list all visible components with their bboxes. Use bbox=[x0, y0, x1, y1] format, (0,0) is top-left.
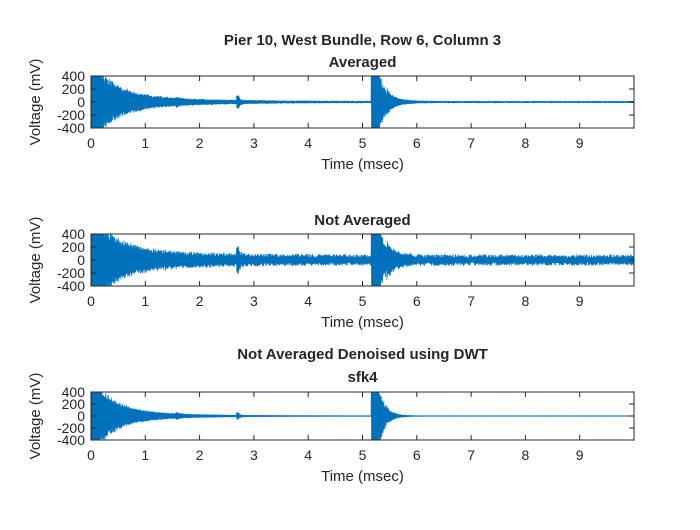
x-tick-label: 4 bbox=[304, 135, 312, 151]
x-tick-label: 5 bbox=[359, 293, 367, 309]
x-tick-label: 7 bbox=[467, 293, 475, 309]
x-tick-label: 6 bbox=[413, 135, 421, 151]
chart-title: Not Averaged bbox=[314, 212, 410, 229]
chart-panel-1: Pier 10, West Bundle, Row 6, Column 3 Ave… bbox=[27, 32, 635, 173]
x-tick-label: 7 bbox=[467, 135, 475, 151]
y-tick-label: 400 bbox=[62, 226, 86, 242]
x-axis-label: Time (msec) bbox=[321, 314, 404, 331]
x-tick-label: 6 bbox=[413, 447, 421, 463]
x-tick-label: 4 bbox=[304, 293, 312, 309]
y-tick-label: 400 bbox=[62, 68, 86, 84]
x-axis-label: Time (msec) bbox=[321, 468, 404, 485]
x-tick-label: 8 bbox=[522, 447, 530, 463]
x-tick-label: 9 bbox=[576, 447, 584, 463]
x-axis-label: Time (msec) bbox=[321, 156, 404, 173]
signal-series bbox=[91, 392, 634, 440]
x-tick-label: 5 bbox=[359, 447, 367, 463]
x-tick-label: 9 bbox=[576, 135, 584, 151]
y-tick-label: 200 bbox=[62, 239, 86, 255]
chart-subtitle: sfk4 bbox=[347, 369, 378, 386]
chart-subtitle: Averaged bbox=[329, 54, 397, 71]
x-tick-label: 1 bbox=[141, 447, 149, 463]
y-tick-label: -400 bbox=[57, 120, 85, 136]
y-tick-label: -200 bbox=[57, 420, 85, 436]
y-tick-label: 0 bbox=[77, 94, 85, 110]
x-tick-label: 1 bbox=[141, 293, 149, 309]
x-tick-label: 9 bbox=[576, 293, 584, 309]
y-tick-label: -400 bbox=[57, 432, 85, 448]
signal-series bbox=[91, 76, 634, 128]
x-tick-label: 7 bbox=[467, 447, 475, 463]
signal-series bbox=[91, 234, 634, 286]
x-tick-label: 3 bbox=[250, 447, 258, 463]
x-tick-label: 3 bbox=[250, 135, 258, 151]
chart-title: Not Averaged Denoised using DWT bbox=[237, 346, 488, 363]
y-axis-label: Voltage (mV) bbox=[27, 59, 44, 146]
y-axis-label: Voltage (mV) bbox=[27, 217, 44, 304]
y-tick-label: 400 bbox=[62, 384, 86, 400]
x-tick-label: 2 bbox=[196, 135, 204, 151]
y-tick-label: -400 bbox=[57, 278, 85, 294]
chart-title: Pier 10, West Bundle, Row 6, Column 3 bbox=[224, 32, 501, 49]
x-tick-label: 0 bbox=[87, 293, 95, 309]
y-tick-label: 200 bbox=[62, 81, 86, 97]
x-tick-label: 2 bbox=[196, 293, 204, 309]
chart-panel-3: Not Averaged Denoised using DWT sfk4 0 1 2 3 4… bbox=[27, 346, 635, 485]
x-tick-label: 0 bbox=[87, 135, 95, 151]
y-axis-label: Voltage (mV) bbox=[27, 373, 44, 460]
y-tick-label: -200 bbox=[57, 107, 85, 123]
x-tick-label: 8 bbox=[522, 135, 530, 151]
y-tick-label: 0 bbox=[77, 252, 85, 268]
x-tick-label: 0 bbox=[87, 447, 95, 463]
y-tick-label: 0 bbox=[77, 408, 85, 424]
y-tick-label: 200 bbox=[62, 396, 86, 412]
x-tick-label: 8 bbox=[522, 293, 530, 309]
x-tick-label: 4 bbox=[304, 447, 312, 463]
x-tick-label: 1 bbox=[141, 135, 149, 151]
x-tick-label: 6 bbox=[413, 293, 421, 309]
x-tick-label: 2 bbox=[196, 447, 204, 463]
x-tick-label: 5 bbox=[359, 135, 367, 151]
x-tick-label: 3 bbox=[250, 293, 258, 309]
y-tick-label: -200 bbox=[57, 265, 85, 281]
